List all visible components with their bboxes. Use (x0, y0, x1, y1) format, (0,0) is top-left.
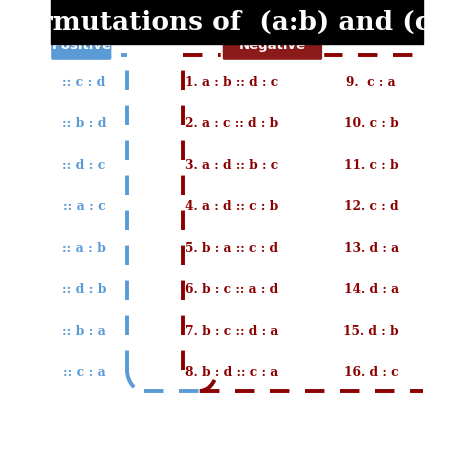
Text: :: b : a: :: b : a (62, 325, 106, 338)
Text: 5. b : a :: c : d: 5. b : a :: c : d (185, 242, 278, 255)
Text: 4. a : d :: c : b: 4. a : d :: c : b (185, 200, 278, 213)
Text: 1. a : b :: d : c: 1. a : b :: d : c (185, 75, 278, 89)
Text: 6. b : c :: a : d: 6. b : c :: a : d (185, 283, 278, 296)
Text: 3. a : d :: b : c: 3. a : d :: b : c (185, 159, 278, 172)
Text: 10. c : b: 10. c : b (344, 117, 399, 130)
Text: 13. d : a: 13. d : a (344, 242, 399, 255)
Text: :: c : a: :: c : a (63, 366, 105, 380)
Text: :: a : c: :: a : c (63, 200, 105, 213)
Text: :: d : b: :: d : b (62, 283, 106, 296)
FancyBboxPatch shape (51, 0, 423, 45)
Text: 7. b : c :: d : a: 7. b : c :: d : a (185, 325, 278, 338)
FancyBboxPatch shape (222, 31, 323, 61)
Text: Permutations of  (a:b) and (c:d): Permutations of (a:b) and (c:d) (3, 9, 471, 35)
Text: 16. d : c: 16. d : c (344, 366, 399, 380)
Text: 9.  c : a: 9. c : a (346, 75, 396, 89)
Text: Positive: Positive (52, 39, 111, 52)
Text: Negative: Negative (239, 39, 306, 52)
Text: :: c : d: :: c : d (63, 75, 106, 89)
Text: 12. c : d: 12. c : d (344, 200, 399, 213)
Text: :: a : b: :: a : b (62, 242, 106, 255)
Text: 15. d : b: 15. d : b (344, 325, 399, 338)
Text: :: d : c: :: d : c (63, 159, 106, 172)
Text: 2. a : c :: d : b: 2. a : c :: d : b (185, 117, 278, 130)
Text: 8. b : d :: c : a: 8. b : d :: c : a (185, 366, 278, 380)
Text: 11. c : b: 11. c : b (344, 159, 399, 172)
Text: 14. d : a: 14. d : a (344, 283, 399, 296)
Text: :: b : d: :: b : d (62, 117, 106, 130)
FancyBboxPatch shape (50, 31, 112, 61)
